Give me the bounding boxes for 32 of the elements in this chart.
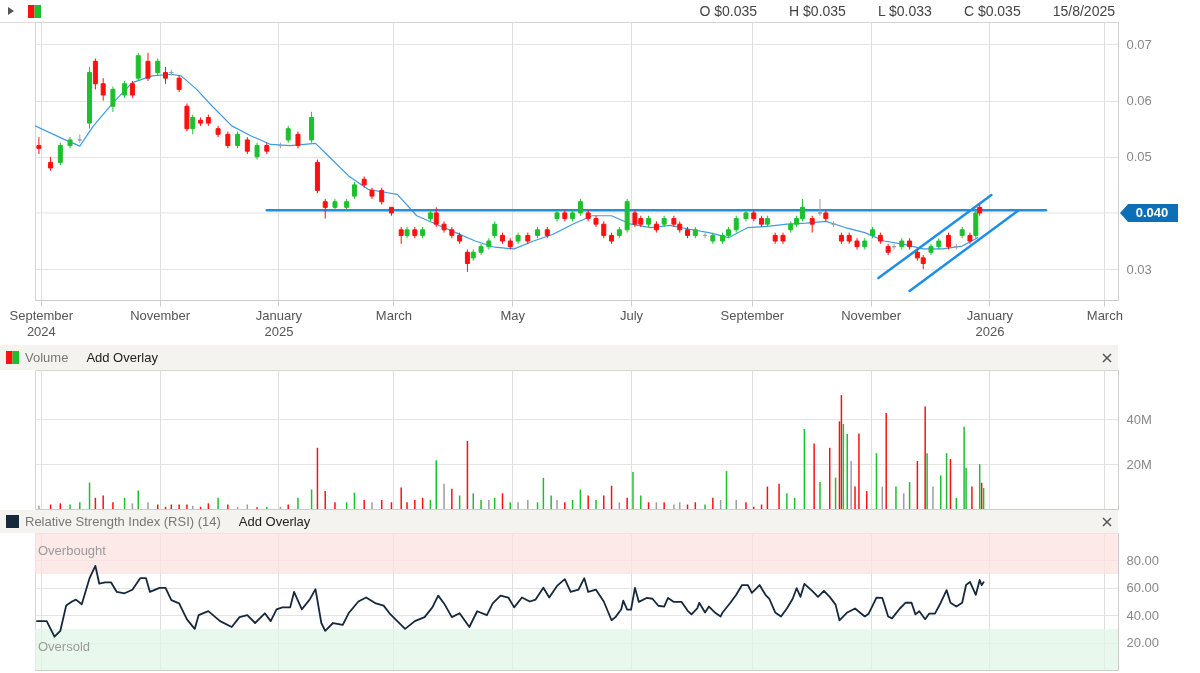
- text: O $0.035: [699, 3, 758, 19]
- y-tick-label: 60.00: [1126, 580, 1160, 596]
- x-tick-label: November: [130, 307, 191, 323]
- ref-line-label: 0.040: [1135, 204, 1169, 220]
- x-tick-label: March: [375, 307, 412, 323]
- chart-title: Relative Strength Index (RSI) (14): [25, 514, 221, 529]
- text: Add Overlay: [238, 514, 311, 529]
- x-tick-label: May: [500, 307, 526, 323]
- y-tick-label: 0.03: [1126, 261, 1152, 277]
- text: H $0.035: [789, 3, 846, 19]
- x-tick-label: November: [841, 307, 902, 323]
- text: Add Overlay: [86, 350, 158, 365]
- x-tick-label: September 2024: [9, 307, 74, 339]
- y-tick-label: 20.00: [1126, 635, 1160, 651]
- x-tick-label: September: [720, 307, 785, 323]
- y-tick-label: 0.05: [1126, 149, 1152, 165]
- band-label: Overbought: [38, 543, 107, 558]
- band-label: Oversold: [38, 638, 91, 654]
- x-tick-label: January 2026: [966, 307, 1014, 339]
- y-tick-label: 40M: [1126, 411, 1152, 427]
- y-tick-label: 40.00: [1126, 607, 1160, 623]
- y-tick-label: 20M: [1126, 456, 1152, 472]
- y-tick-label: 80.00: [1126, 552, 1160, 568]
- x-tick-label: March: [1086, 307, 1123, 323]
- text: L $0.033: [877, 3, 932, 19]
- y-tick-label: 0.06: [1126, 93, 1152, 109]
- text: C $0.035: [963, 3, 1021, 19]
- chart-title: Volume: [25, 350, 69, 365]
- x-tick-label: January 2025: [255, 307, 303, 339]
- text: 15/8/2025: [1052, 3, 1115, 19]
- x-tick-label: July: [619, 307, 644, 323]
- y-tick-label: 0.07: [1126, 36, 1152, 52]
